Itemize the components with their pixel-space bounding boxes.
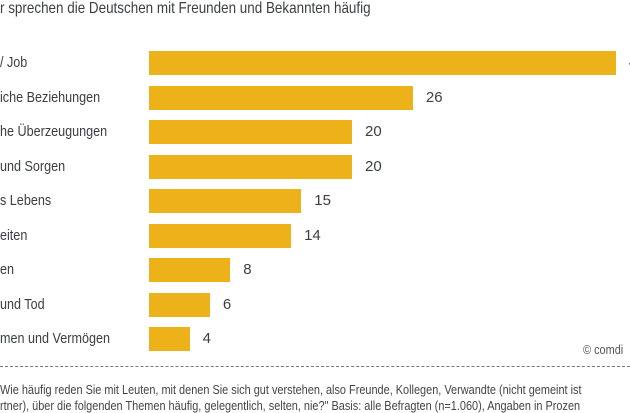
copyright: © comdi — [583, 342, 624, 357]
value-label: 14 — [304, 226, 321, 244]
category-label: en — [0, 261, 15, 278]
bar — [149, 85, 413, 110]
value-label: 6 — [222, 295, 232, 313]
value-label: 4 — [629, 53, 630, 73]
bar — [149, 327, 190, 351]
bar — [149, 292, 210, 317]
bar — [149, 51, 616, 75]
divider — [0, 366, 630, 367]
category-label: und Tod — [0, 295, 45, 313]
value-label: 20 — [365, 123, 382, 140]
category-label: und Sorgen — [0, 157, 66, 175]
value-label: 4 — [202, 330, 211, 347]
bar — [149, 258, 231, 282]
value-label: 8 — [243, 261, 252, 278]
bar — [149, 189, 302, 213]
category-label: / Job — [0, 54, 28, 71]
category-label: s Lebens — [0, 192, 52, 209]
chart-title: r sprechen die Deutschen mit Freunden un… — [0, 0, 371, 17]
value-label: 20 — [365, 157, 382, 175]
category-label: eiten — [0, 226, 28, 244]
category-label: men und Vermögen — [0, 330, 110, 347]
footnote-line: rtner), über die folgenden Themen häufig… — [0, 398, 581, 413]
category-label: he Überzeugungen — [0, 123, 108, 140]
value-label: 26 — [425, 88, 443, 106]
value-label: 15 — [314, 192, 331, 209]
bar — [149, 154, 352, 179]
bar — [149, 120, 352, 144]
category-label: iche Beziehungen — [0, 88, 101, 106]
footnote-line: Wie häufig reden Sie mit Leuten, mit den… — [0, 382, 582, 397]
bar — [149, 223, 292, 248]
